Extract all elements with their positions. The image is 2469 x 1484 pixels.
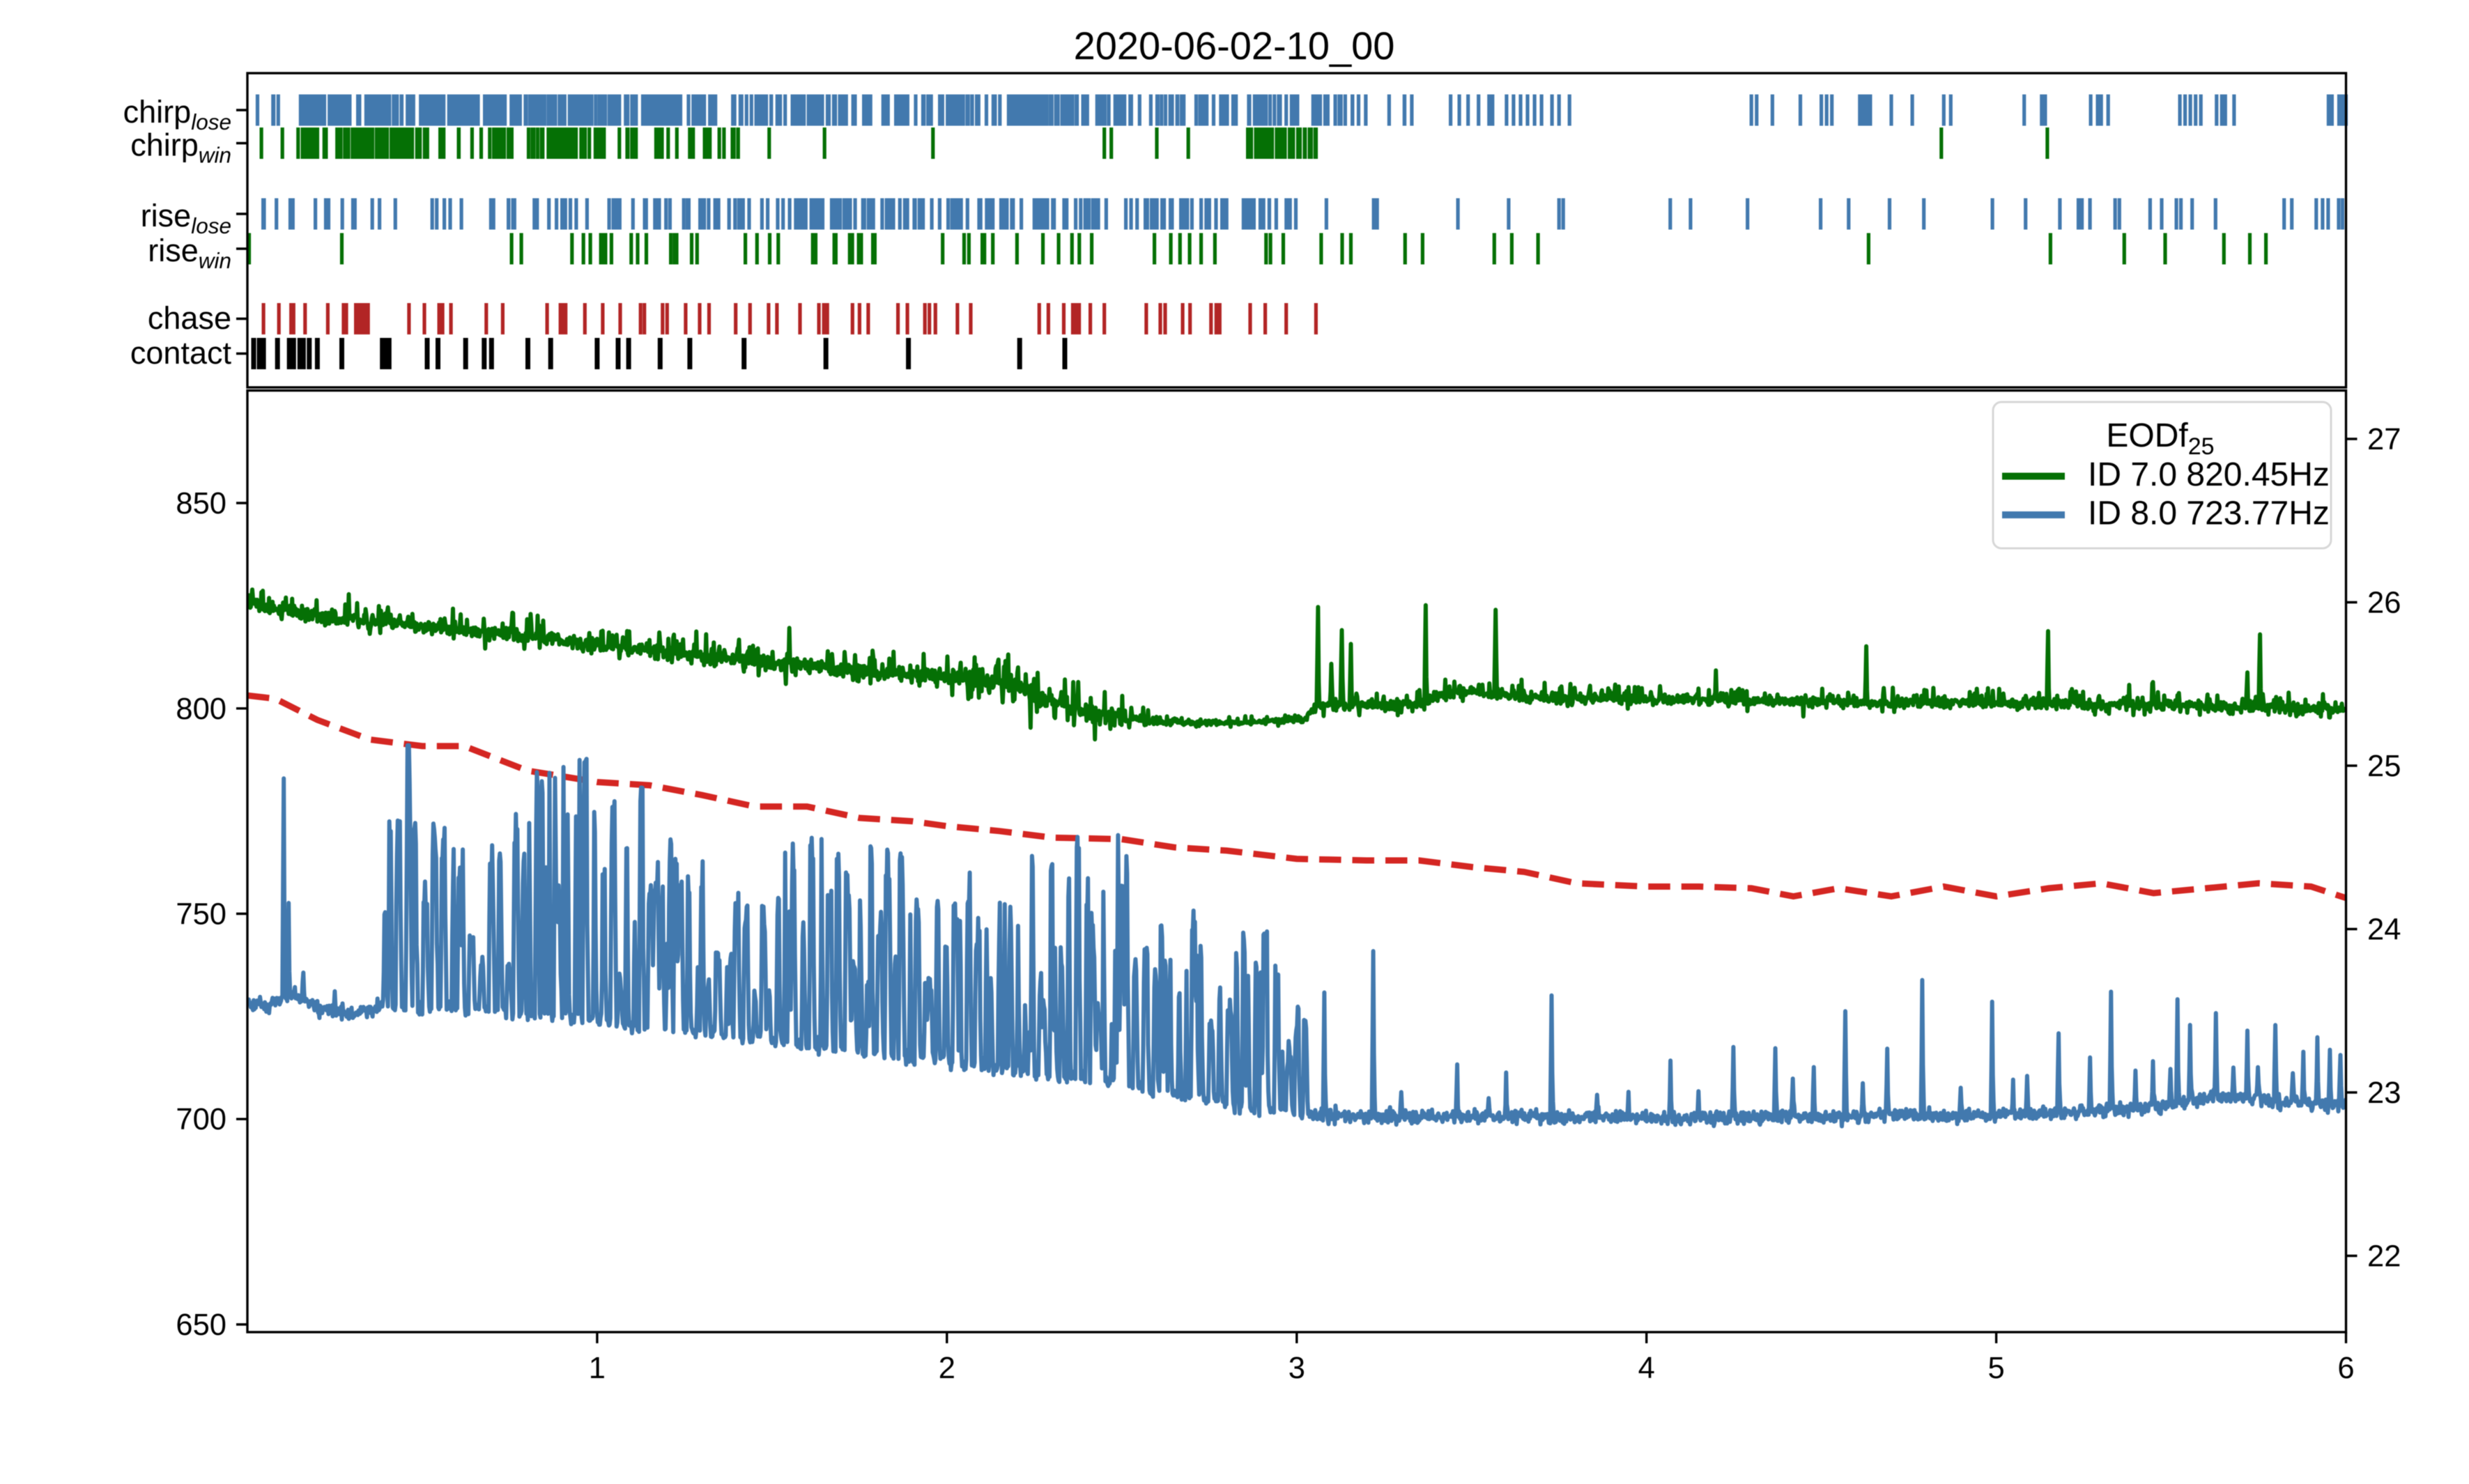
svg-text:750: 750 xyxy=(176,898,226,932)
svg-text:3: 3 xyxy=(1289,1352,1305,1385)
svg-text:5: 5 xyxy=(1987,1352,2004,1385)
svg-text:800: 800 xyxy=(176,693,226,726)
svg-text:2: 2 xyxy=(939,1352,955,1385)
svg-text:27: 27 xyxy=(2367,423,2401,456)
svg-text:2020-06-02-10_00: 2020-06-02-10_00 xyxy=(1074,24,1395,68)
svg-text:contact: contact xyxy=(130,335,232,371)
svg-text:26: 26 xyxy=(2367,587,2401,620)
svg-text:6: 6 xyxy=(2337,1352,2354,1385)
svg-text:chase: chase xyxy=(148,300,231,336)
svg-text:850: 850 xyxy=(176,487,226,520)
svg-text:4: 4 xyxy=(1638,1352,1655,1385)
svg-text:22: 22 xyxy=(2367,1240,2401,1274)
svg-text:EODf25: EODf25 xyxy=(2106,417,2214,460)
svg-text:23: 23 xyxy=(2367,1076,2401,1110)
svg-text:chirpwin: chirpwin xyxy=(130,127,231,168)
svg-text:ID 8.0 723.77Hz: ID 8.0 723.77Hz xyxy=(2088,495,2330,532)
svg-text:650: 650 xyxy=(176,1308,226,1342)
svg-text:24: 24 xyxy=(2367,913,2401,947)
svg-text:ID 7.0 820.45Hz: ID 7.0 820.45Hz xyxy=(2088,456,2330,493)
svg-text:1: 1 xyxy=(589,1352,606,1385)
svg-text:25: 25 xyxy=(2367,750,2401,783)
svg-text:700: 700 xyxy=(176,1103,226,1136)
